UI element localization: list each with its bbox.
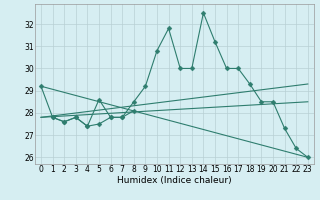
X-axis label: Humidex (Indice chaleur): Humidex (Indice chaleur) [117,176,232,185]
